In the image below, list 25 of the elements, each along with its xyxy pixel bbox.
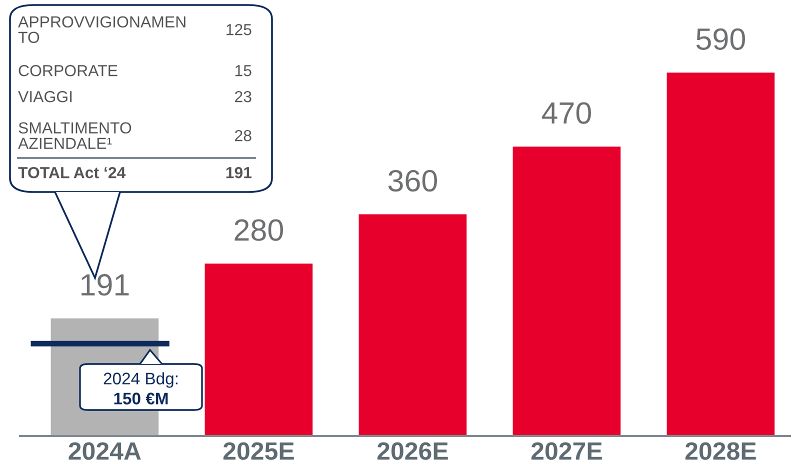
- annotation: 15: [235, 65, 252, 76]
- annotation: CORPORATE: [18, 64, 118, 76]
- x-tick-label: 2028E: [685, 442, 756, 460]
- text: APPROVVIGIONAMEN TO: [18, 16, 186, 44]
- data-label: 470: [542, 102, 591, 124]
- bar: [204, 264, 313, 436]
- bar: [666, 72, 775, 436]
- annotation: 28: [235, 130, 252, 142]
- x-tick-label: 2027E: [531, 442, 602, 460]
- data-label: 280: [234, 219, 283, 241]
- annotation: 191: [226, 166, 252, 178]
- legend-label: 2024 Bdg: 150 €M: [104, 372, 178, 404]
- x-tick-label: 2024A: [68, 442, 141, 460]
- annotation: VIAGGI: [18, 90, 72, 102]
- bar: [512, 146, 621, 436]
- data-label: 360: [388, 170, 437, 192]
- data-label: 590: [696, 28, 745, 50]
- annotation: TOTAL Act ‘24: [18, 166, 126, 178]
- annotation: 23: [235, 90, 252, 102]
- data-label: 191: [82, 274, 129, 296]
- x-tick-label: 2025E: [223, 442, 294, 460]
- text: 125: [226, 24, 252, 36]
- bar: [358, 214, 467, 436]
- annotation: SMALTIMENTO AZIENDALE¹: [18, 122, 132, 149]
- x-tick-label: 2026E: [377, 442, 448, 460]
